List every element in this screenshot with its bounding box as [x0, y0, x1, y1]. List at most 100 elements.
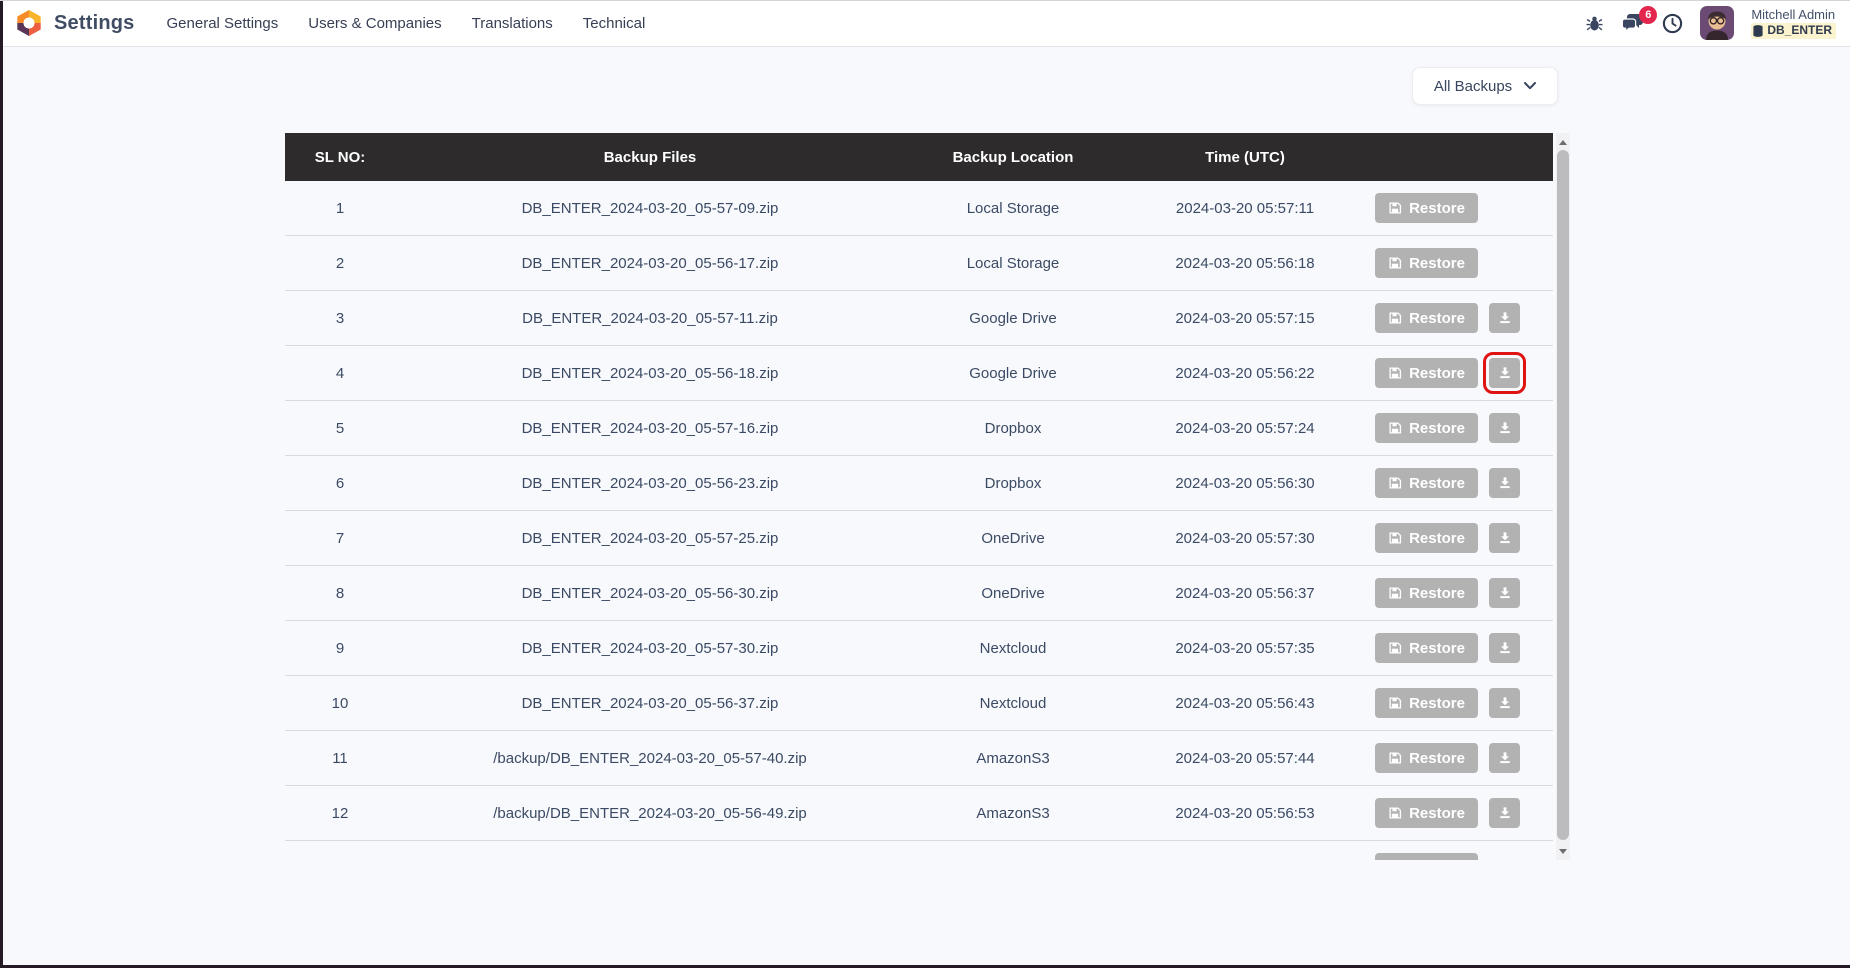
restore-button[interactable]: Restore	[1375, 743, 1478, 773]
restore-button-label: Restore	[1409, 254, 1465, 272]
download-icon	[1499, 477, 1510, 489]
table-row: 10 DB_ENTER_2024-03-20_05-56-37.zip Next…	[285, 676, 1553, 731]
user-block[interactable]: Mitchell Admin DB_ENTER	[1751, 6, 1836, 40]
top-navbar: Settings General Settings Users & Compan…	[0, 0, 1850, 47]
row-actions: Restore	[1369, 798, 1553, 828]
row-sl: 3	[335, 309, 345, 327]
row-location: Nextcloud	[979, 694, 1047, 712]
download-button[interactable]	[1489, 578, 1520, 608]
row-location: Nextcloud	[979, 639, 1047, 657]
row-sl: 11	[332, 749, 348, 767]
restore-button[interactable]: Restore	[1375, 688, 1478, 718]
row-location: AmazonS3	[976, 804, 1050, 822]
row-sl: 8	[335, 584, 345, 602]
save-floppy-icon	[1389, 477, 1402, 489]
row-file: DB_ENTER_2024-03-20_05-56-17.zip	[521, 254, 779, 272]
table-row: 2 DB_ENTER_2024-03-20_05-56-17.zip Local…	[285, 236, 1553, 291]
messages-icon[interactable]: 6	[1621, 6, 1658, 33]
row-location: Local Storage	[966, 254, 1060, 272]
database-badge: DB_ENTER	[1751, 23, 1836, 40]
restore-button[interactable]: Restore	[1375, 468, 1478, 498]
restore-button[interactable]: Restore	[1375, 193, 1478, 223]
menu-item-users-companies[interactable]: Users & Companies	[308, 14, 442, 32]
table-row: 5 DB_ENTER_2024-03-20_05-57-16.zip Dropb…	[285, 401, 1553, 456]
table-scrollbar[interactable]	[1556, 133, 1570, 860]
row-file: DB_ENTER_2024-03-20_05-57-25.zip	[521, 529, 779, 547]
header-time-utc: Time (UTC)	[1205, 148, 1285, 166]
backups-filter-dropdown[interactable]: All Backups	[1412, 67, 1558, 105]
row-actions: Restore	[1369, 193, 1553, 223]
activity-clock-icon[interactable]	[1662, 13, 1683, 34]
row-time: 2024-03-20 05:56:37	[1175, 584, 1315, 602]
restore-button-label: Restore	[1409, 364, 1465, 382]
restore-button[interactable]: Restore	[1375, 578, 1478, 608]
restore-button[interactable]: Restore	[1375, 853, 1478, 860]
table-body: 1 DB_ENTER_2024-03-20_05-57-09.zip Local…	[285, 181, 1553, 860]
restore-button-label: Restore	[1409, 639, 1465, 657]
download-button[interactable]	[1489, 633, 1520, 663]
restore-button-label: Restore	[1409, 309, 1465, 327]
download-button[interactable]	[1489, 413, 1520, 443]
row-time: 2024-03-20 05:57:35	[1175, 639, 1315, 657]
download-icon	[1499, 532, 1510, 544]
restore-button-label: Restore	[1409, 584, 1465, 602]
scrollbar-up-arrow[interactable]	[1556, 135, 1570, 149]
restore-button[interactable]: Restore	[1375, 523, 1478, 553]
user-avatar[interactable]	[1700, 6, 1735, 40]
restore-button[interactable]: Restore	[1375, 248, 1478, 278]
restore-button[interactable]: Restore	[1375, 633, 1478, 663]
row-location: OneDrive	[981, 529, 1045, 547]
app-title[interactable]: Settings	[54, 11, 135, 34]
download-button[interactable]	[1489, 798, 1520, 828]
table-row: 12 /backup/DB_ENTER_2024-03-20_05-56-49.…	[285, 786, 1553, 841]
debug-bug-icon[interactable]	[1585, 14, 1604, 33]
row-file: /backup/DB_ENTER_2024-03-20_05-56-49.zip	[493, 804, 807, 822]
save-floppy-icon	[1389, 367, 1402, 379]
window-top-edge	[0, 0, 1850, 1]
restore-button-label: Restore	[1409, 694, 1465, 712]
scrollbar-thumb[interactable]	[1557, 150, 1569, 840]
download-button[interactable]	[1489, 303, 1520, 333]
download-icon	[1499, 807, 1510, 819]
row-file: DB_ENTER_2024-03-20_05-56-23.zip	[521, 474, 779, 492]
main-menu: General Settings Users & Companies Trans…	[167, 15, 646, 32]
row-location: Google Drive	[969, 309, 1057, 327]
restore-button[interactable]: Restore	[1375, 303, 1478, 333]
row-sl: 9	[335, 639, 345, 657]
menu-item-translations[interactable]: Translations	[471, 14, 553, 32]
row-actions: Restore	[1369, 468, 1553, 498]
download-button[interactable]	[1489, 688, 1520, 718]
messages-count-badge: 6	[1639, 6, 1658, 24]
menu-item-technical[interactable]: Technical	[582, 14, 646, 32]
restore-button-label: Restore	[1409, 804, 1465, 822]
row-file: DB_ENTER_2024-03-20_05-57-16.zip	[521, 419, 779, 437]
restore-button[interactable]: Restore	[1375, 798, 1478, 828]
save-floppy-icon	[1389, 642, 1402, 654]
app-brand[interactable]: Settings	[16, 10, 135, 36]
table-row: 6 DB_ENTER_2024-03-20_05-56-23.zip Dropb…	[285, 456, 1553, 511]
user-name: Mitchell Admin	[1751, 6, 1836, 22]
row-file: DB_ENTER_2024-03-20_05-56-30.zip	[521, 584, 779, 602]
table-row: Restore	[285, 841, 1553, 860]
row-actions: Restore	[1369, 413, 1553, 443]
menu-item-general-settings[interactable]: General Settings	[166, 14, 279, 32]
row-file: DB_ENTER_2024-03-20_05-57-09.zip	[521, 199, 779, 217]
download-button[interactable]	[1489, 523, 1520, 553]
download-button[interactable]	[1489, 743, 1520, 773]
restore-button[interactable]: Restore	[1375, 358, 1478, 388]
row-location: AmazonS3	[976, 749, 1050, 767]
row-file: DB_ENTER_2024-03-20_05-57-11.zip	[522, 309, 778, 327]
download-icon	[1499, 752, 1510, 764]
save-floppy-icon	[1389, 312, 1402, 324]
row-sl: 5	[335, 419, 345, 437]
download-button[interactable]	[1483, 352, 1526, 394]
header-backup-location: Backup Location	[952, 148, 1074, 166]
scrollbar-down-arrow[interactable]	[1556, 844, 1570, 858]
download-icon	[1499, 367, 1510, 379]
download-button[interactable]	[1489, 468, 1520, 498]
row-actions: Restore	[1369, 578, 1553, 608]
row-time: 2024-03-20 05:56:30	[1175, 474, 1315, 492]
row-file: /backup/DB_ENTER_2024-03-20_05-57-40.zip	[493, 749, 807, 767]
restore-button-label: Restore	[1409, 199, 1465, 217]
restore-button[interactable]: Restore	[1375, 413, 1478, 443]
